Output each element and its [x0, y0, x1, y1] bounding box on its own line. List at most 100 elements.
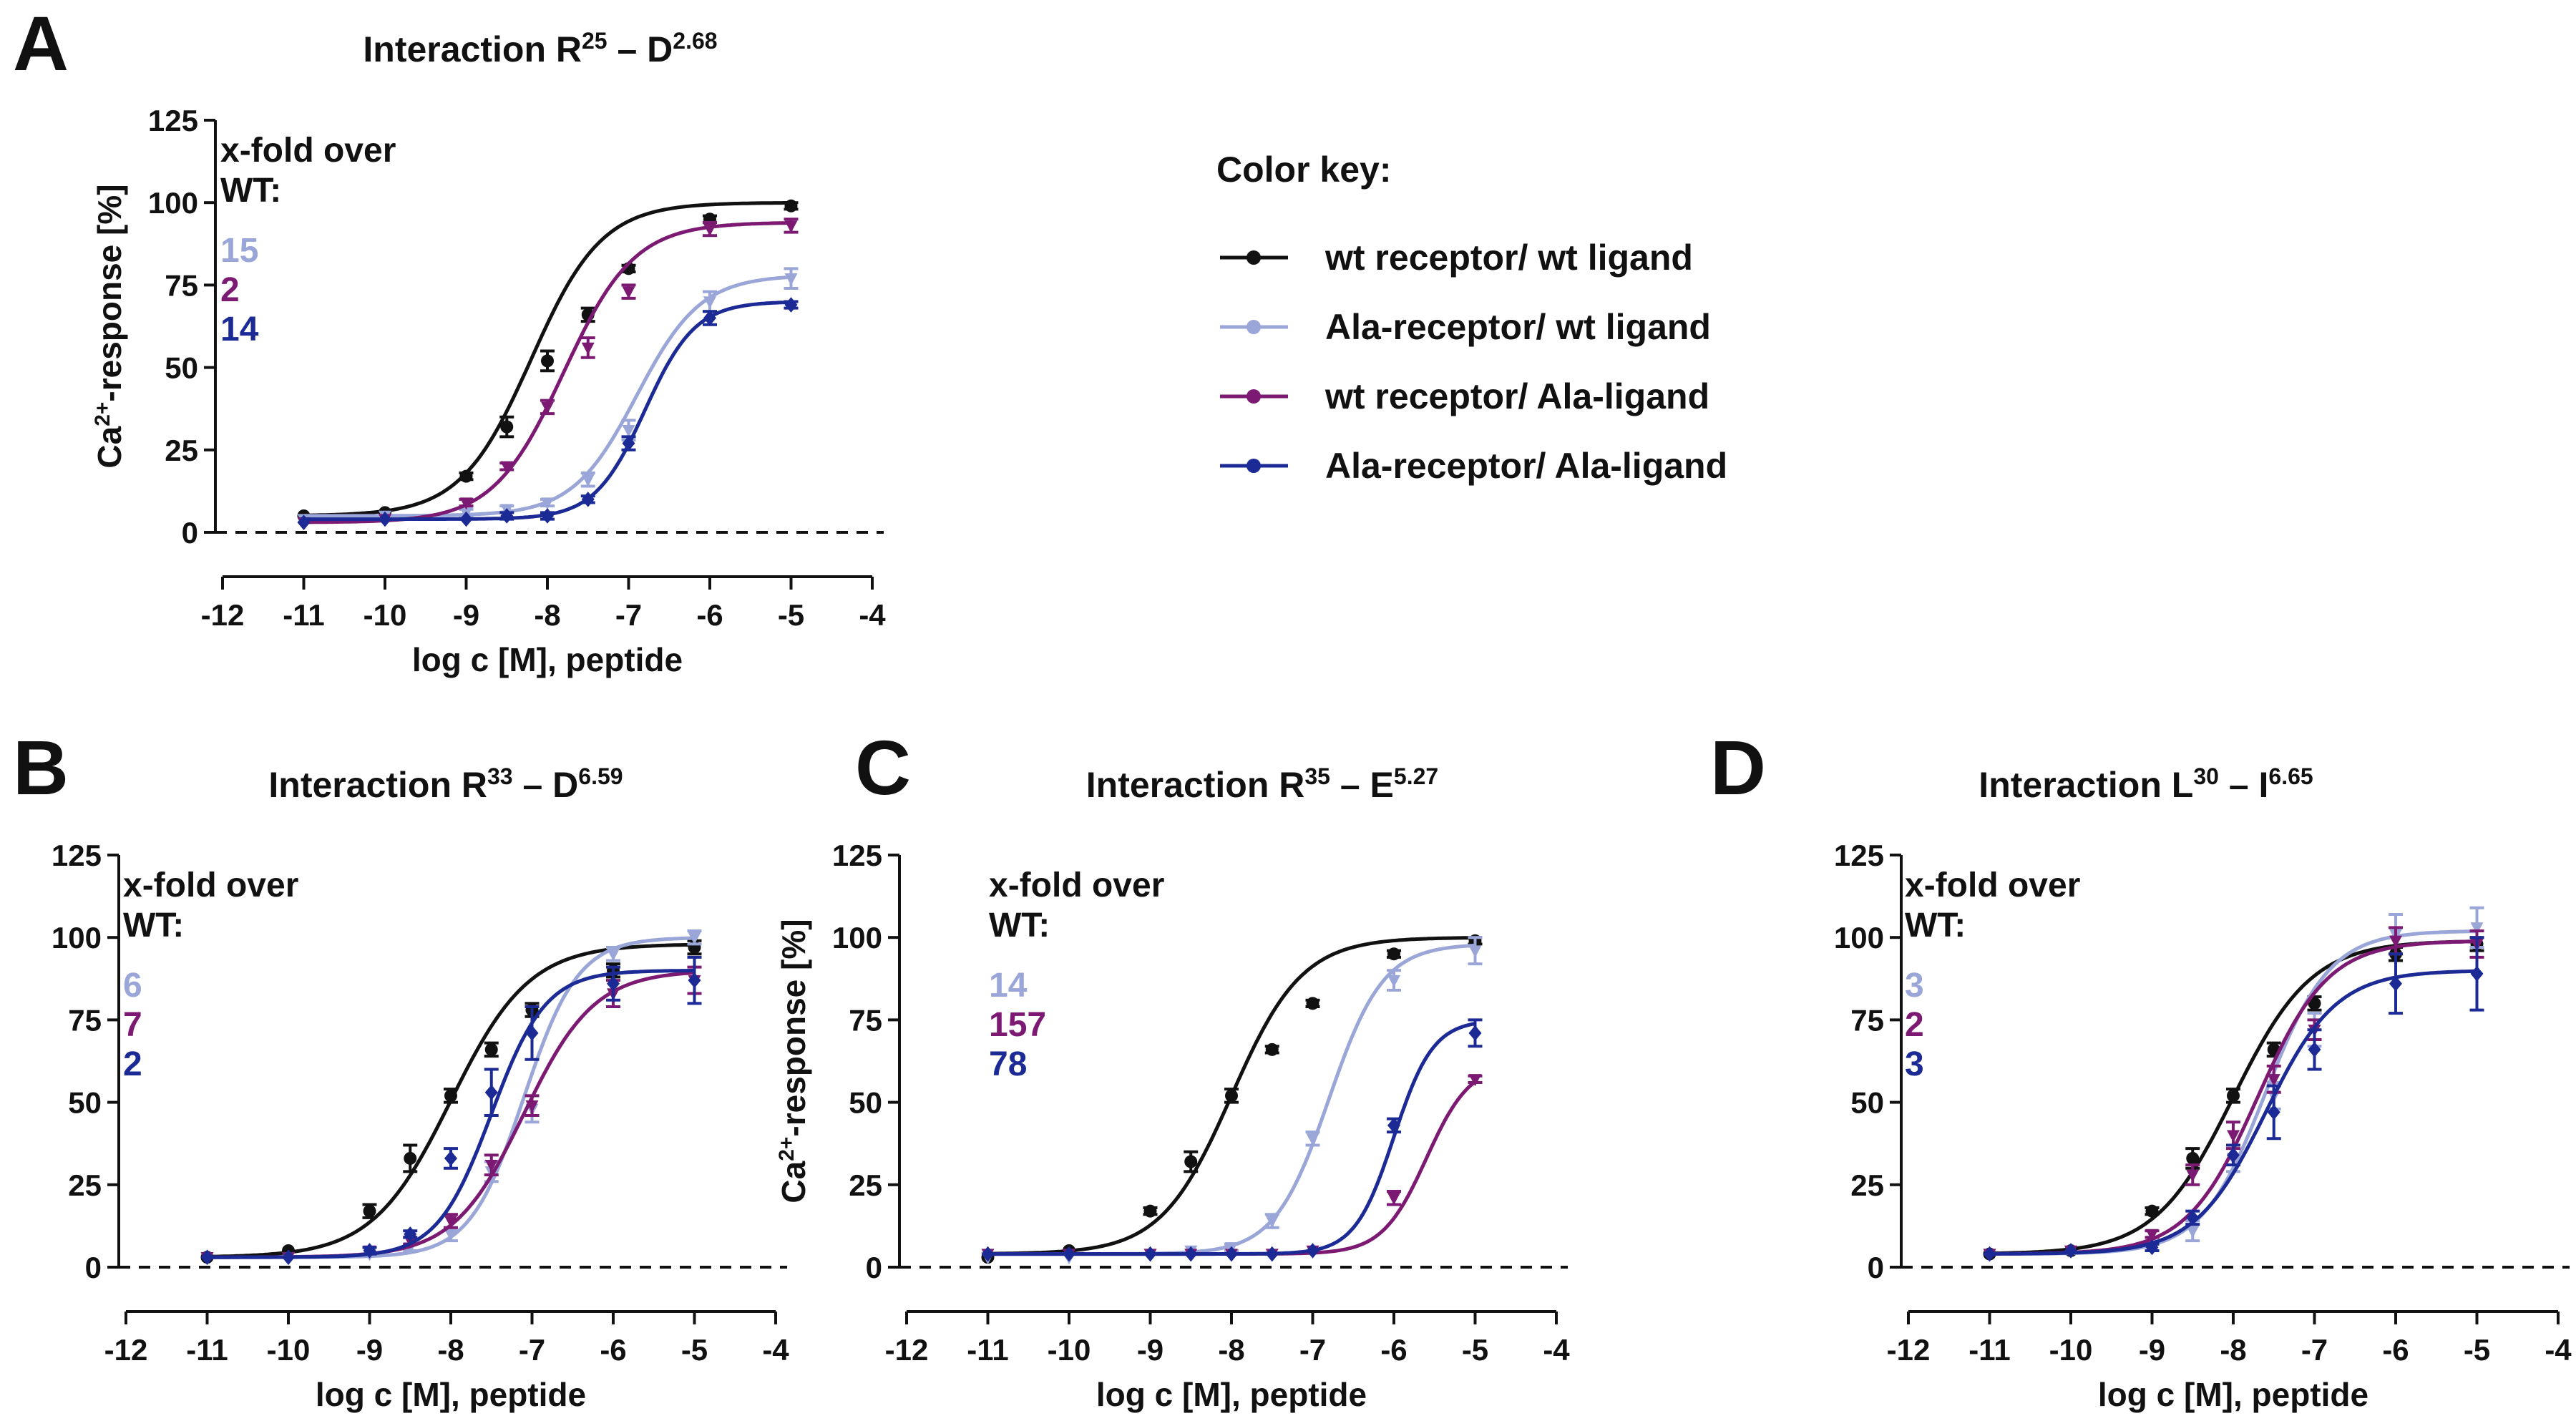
x-tick-label: -9	[2139, 1333, 2165, 1367]
x-tick-label: -4	[2545, 1333, 2572, 1367]
y-tick-label: 75	[165, 268, 198, 302]
key-label: wt receptor/ wt ligand	[1324, 238, 1693, 278]
data-point	[2227, 1130, 2240, 1143]
y-tick-label: 125	[1834, 839, 1884, 872]
x-tick-label: -4	[762, 1333, 789, 1367]
data-point	[379, 511, 391, 527]
series-3	[200, 955, 702, 1265]
series-2	[200, 965, 702, 1265]
data-point	[1468, 1074, 1482, 1087]
data-point	[622, 435, 635, 451]
x-tick-label: -9	[453, 598, 479, 632]
data-point	[444, 1229, 457, 1241]
panel-letter: B	[13, 724, 69, 811]
fit-curve	[987, 1080, 1477, 1256]
fold-value: 7	[123, 1006, 142, 1044]
data-point	[1387, 975, 1400, 988]
x-tick-label: -12	[885, 1333, 929, 1367]
data-point	[541, 508, 554, 524]
data-point	[444, 1216, 457, 1229]
panel-b: B Interaction R33 – D6.59 0 25 50 75 100 125 -12…	[13, 724, 789, 1413]
data-point	[2470, 922, 2484, 935]
series-3	[981, 1018, 1483, 1262]
panel-c: C Interaction R35 – E5.27 0 25 50 75 100 125 -12…	[775, 724, 1570, 1413]
x-axis-label: log c [M], peptide	[316, 1376, 586, 1413]
fit-curve	[303, 221, 791, 524]
data-point	[1063, 1246, 1075, 1262]
data-point	[404, 1151, 417, 1165]
y-tick-label: 0	[1868, 1251, 1884, 1284]
series-1	[1983, 906, 2484, 1261]
x-tick-label: -4	[1543, 1333, 1570, 1367]
data-point	[2308, 1042, 2321, 1058]
data-point	[2227, 1089, 2240, 1103]
data-point	[459, 469, 473, 483]
fold-header-line1: x-fold over	[1905, 866, 2080, 904]
fold-value: 14	[989, 967, 1028, 1005]
panel-letter: C	[855, 724, 911, 811]
y-tick-label: 50	[165, 351, 198, 385]
fold-value: 2	[220, 271, 240, 309]
y-tick-label: 100	[52, 921, 102, 954]
x-tick-label: -8	[534, 598, 560, 632]
data-point	[688, 972, 701, 988]
data-point	[581, 474, 595, 487]
fold-value: 6	[123, 967, 142, 1005]
data-point	[784, 273, 798, 286]
x-tick-label: -5	[778, 598, 804, 632]
fold-value: 3	[1905, 967, 1924, 1005]
data-point	[1306, 997, 1319, 1010]
data-point	[500, 461, 514, 474]
x-tick-label: -11	[186, 1333, 228, 1367]
x-tick-label: -11	[283, 598, 324, 632]
data-point	[1225, 1089, 1238, 1103]
data-point	[444, 1151, 457, 1166]
x-tick-label: -6	[600, 1333, 626, 1367]
fit-curve	[1989, 969, 2477, 1256]
data-point	[581, 492, 595, 507]
data-point	[444, 1089, 457, 1103]
data-point	[2186, 1210, 2200, 1226]
x-tick-label: -11	[1968, 1333, 2010, 1367]
data-point	[581, 342, 595, 355]
x-tick-label: -12	[201, 598, 245, 632]
data-point	[1143, 1204, 1157, 1218]
data-point	[282, 1249, 295, 1265]
panel-letter: A	[13, 0, 69, 87]
data-point	[703, 296, 716, 309]
series-0	[297, 199, 799, 522]
fold-header-line2: WT:	[220, 172, 281, 210]
data-point	[404, 1226, 417, 1242]
y-tick-label: 25	[849, 1168, 882, 1202]
data-point	[297, 514, 311, 530]
x-tick-label: -10	[1048, 1333, 1091, 1367]
x-tick-label: -5	[1462, 1333, 1488, 1367]
x-tick-label: -7	[519, 1333, 545, 1367]
fold-value: 2	[1905, 1006, 1924, 1044]
data-point	[541, 401, 554, 414]
fit-curve	[987, 1022, 1476, 1256]
y-tick-label: 100	[832, 921, 882, 954]
series-3	[1983, 936, 2484, 1262]
x-tick-label: -10	[2049, 1333, 2093, 1367]
data-point	[2389, 975, 2402, 992]
y-tick-label: 125	[148, 104, 198, 137]
fold-header-line1: x-fold over	[989, 866, 1164, 904]
data-point	[1143, 1246, 1157, 1262]
series-3	[297, 297, 799, 530]
data-point	[484, 1159, 498, 1173]
data-point	[1387, 1193, 1400, 1206]
x-tick-label: -9	[1137, 1333, 1163, 1367]
data-point	[541, 354, 554, 368]
data-point	[2064, 1243, 2077, 1259]
data-point	[363, 1243, 376, 1259]
x-tick-label: -12	[1887, 1333, 1931, 1367]
fold-header-line1: x-fold over	[220, 132, 396, 170]
panel-title: Interaction R33 – D6.59	[268, 763, 623, 805]
data-point	[459, 511, 473, 527]
fold-value: 14	[220, 311, 259, 348]
data-point	[784, 220, 798, 233]
y-tick-label: 0	[85, 1251, 102, 1284]
y-axis-label: Ca2+-response [%]	[91, 184, 128, 468]
